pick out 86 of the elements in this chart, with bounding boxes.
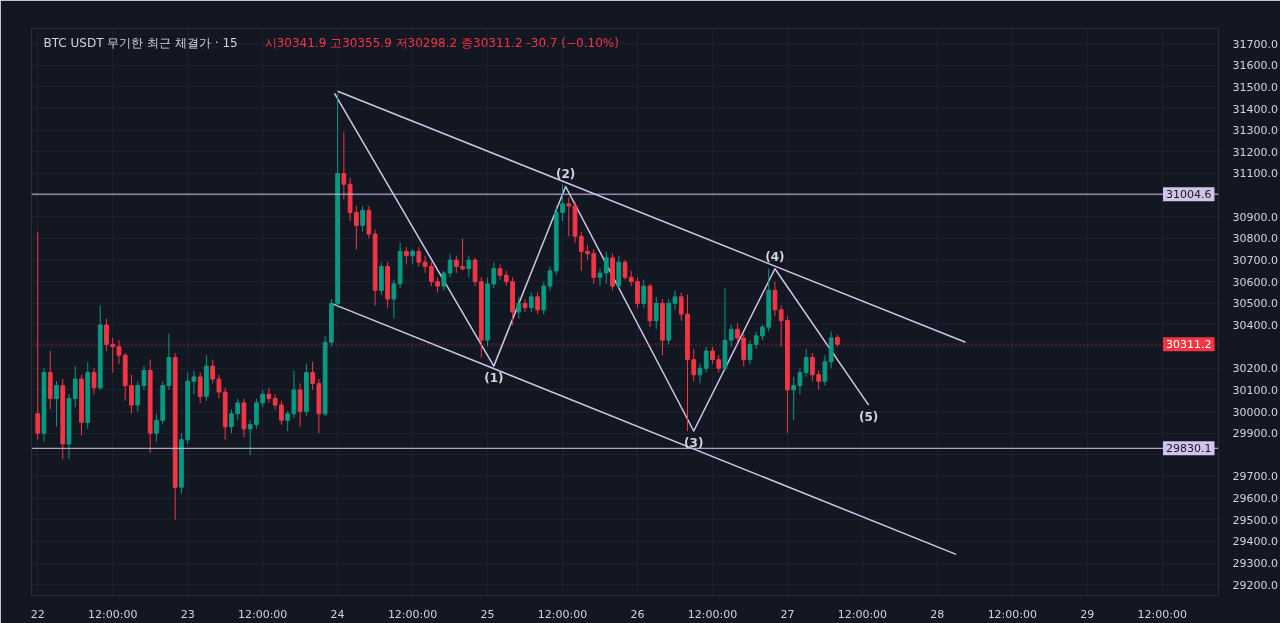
- candlestick: [616, 255, 622, 289]
- y-tick-label: 29400.0: [1232, 535, 1278, 549]
- candlestick: [416, 246, 422, 268]
- y-tick-label: 29600.0: [1232, 492, 1278, 506]
- x-tick-label: 12:00:00: [987, 607, 1038, 621]
- candlestick: [772, 281, 778, 317]
- candlestick: [803, 348, 809, 378]
- x-tick-label: 24: [330, 607, 345, 621]
- text: 시30341.9 고30355.9 저30298.2 종30311.2 -30.7 (−0.10%): [264, 35, 619, 50]
- y-tick-label: 29500.0: [1232, 513, 1278, 527]
- y-tick-label: 30000.0: [1232, 405, 1278, 419]
- candlestick: [697, 363, 703, 384]
- annotation: (2): [555, 167, 576, 182]
- candlestick: [360, 205, 365, 233]
- x-tick-label: 22: [30, 607, 45, 621]
- candlestick: [516, 296, 522, 319]
- y-tick-label: 30500.0: [1232, 297, 1278, 311]
- x-tick-label: 25: [480, 607, 495, 621]
- annotation: (4): [765, 249, 785, 264]
- x-tick-label: 28: [930, 607, 945, 621]
- candlestick: [72, 365, 78, 408]
- candlestick: [522, 298, 528, 313]
- y-tick-label: 30400.0: [1232, 318, 1278, 332]
- candlestick: [197, 372, 203, 404]
- candlestick: [703, 346, 709, 374]
- y-tick-label: 30900.0: [1232, 210, 1278, 224]
- y-tick-label: 29300.0: [1232, 557, 1278, 571]
- x-tick-label: 12:00:00: [837, 607, 888, 621]
- candlestick: [266, 387, 272, 404]
- y-tick-label: 30200.0: [1232, 362, 1278, 376]
- candlestick: [653, 296, 659, 330]
- annotation: (5): [858, 410, 879, 425]
- candlestick: [528, 292, 534, 313]
- candlestick: [641, 279, 647, 309]
- x-tick-label: 12:00:00: [537, 607, 588, 621]
- x-tick-label: 12:00:00: [88, 607, 138, 621]
- y-tick-label: 31600.0: [1232, 59, 1278, 73]
- candlestick: [822, 354, 828, 387]
- x-tick-label: 29: [1080, 607, 1095, 621]
- candlestick: [622, 259, 628, 281]
- candlestick: [466, 255, 472, 278]
- x-tick-label: 12:00:00: [237, 607, 288, 621]
- candlestick: [728, 324, 734, 348]
- candlestick: [54, 380, 59, 428]
- candlestick: [378, 261, 384, 296]
- y-tick-label: 30600.0: [1232, 275, 1278, 289]
- candlestick: [91, 367, 97, 395]
- candlestick: [341, 131, 347, 200]
- annotation: (1): [484, 371, 504, 386]
- annotation: (3): [684, 436, 704, 451]
- candlestick: [297, 382, 303, 428]
- y-tick-label: 31400.0: [1232, 102, 1278, 116]
- text: BTC USDT 무기한 최근 체결가 · 15: [43, 35, 238, 50]
- x-tick-label: 27: [780, 607, 795, 621]
- y-tick-label: 29700.0: [1232, 470, 1278, 484]
- candlestick: [191, 369, 197, 395]
- y-tick-label: 30700.0: [1232, 254, 1278, 268]
- y-tick-label: 31200.0: [1232, 145, 1278, 159]
- candlestick: [747, 339, 753, 365]
- x-tick-label: 23: [180, 607, 195, 621]
- x-tick-label: 26: [630, 607, 645, 621]
- x-tick-label: 12:00:00: [1137, 607, 1187, 621]
- candlestick: [672, 289, 678, 311]
- x-tick-label: 12:00:00: [387, 607, 438, 621]
- x-tick-label: 12:00:00: [687, 607, 738, 621]
- candlestick: [497, 263, 503, 281]
- y-tick-label: 31300.0: [1232, 124, 1278, 138]
- candlestick: [447, 253, 453, 278]
- candlestick: [535, 292, 540, 315]
- ref-line-label: 31004.6: [1166, 188, 1212, 202]
- candlestick: [735, 322, 740, 343]
- candlestick: [391, 279, 397, 319]
- y-tick-label: 31100.0: [1232, 167, 1278, 181]
- candlestick: [828, 330, 834, 369]
- y-tick-label: 31700.0: [1232, 37, 1278, 51]
- candlestick: [441, 270, 447, 291]
- ref-line-label: 30311.2: [1166, 338, 1212, 352]
- y-tick-label: 29900.0: [1232, 427, 1278, 441]
- y-tick-label: 30100.0: [1232, 383, 1278, 397]
- candlestick: [366, 205, 372, 239]
- candlestick: [678, 292, 684, 322]
- ref-line-label: 29830.1: [1166, 442, 1212, 456]
- y-tick-label: 30800.0: [1232, 232, 1278, 246]
- y-tick-label: 31500.0: [1232, 80, 1278, 94]
- candlestick: [541, 281, 547, 315]
- y-tick-label: 29200.0: [1232, 578, 1278, 592]
